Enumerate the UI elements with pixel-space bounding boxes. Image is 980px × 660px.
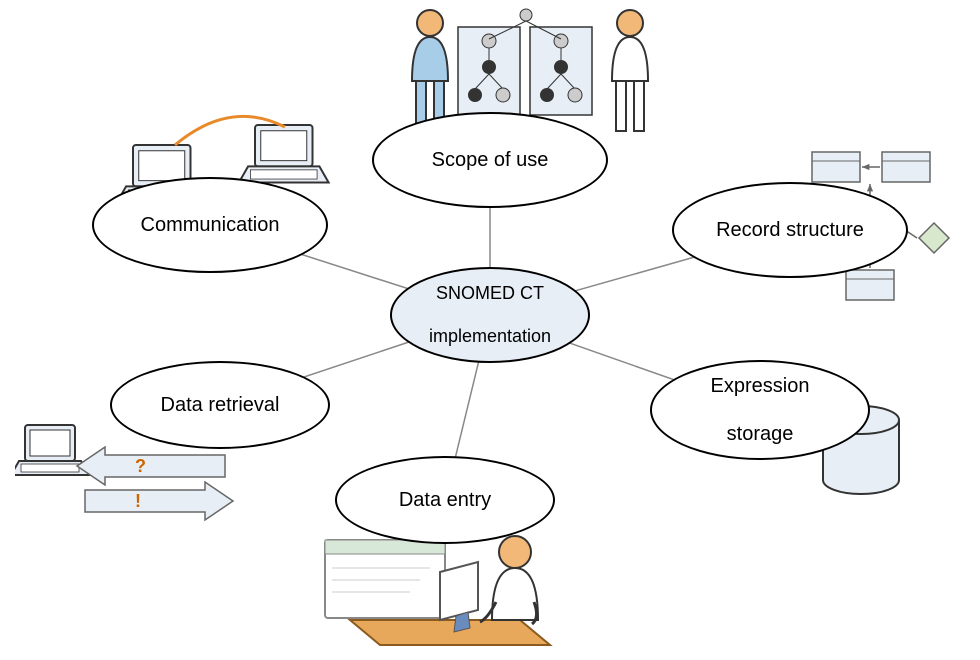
node-comm-label: Communication [141,213,280,237]
node-comm: Communication [92,177,328,273]
node-storage: Expressionstorage [650,360,870,460]
svg-text:!: ! [135,491,141,511]
node-storage-label: Expressionstorage [711,374,810,446]
node-entry: Data entry [335,456,555,544]
node-scope-label: Scope of use [432,148,549,172]
center-node: SNOMED CT implementation [390,267,590,363]
svg-text:?: ? [135,456,146,476]
node-retrieval: Data retrieval [110,361,330,449]
center-label-2: implementation [429,326,551,348]
node-record-label: Record structure [716,218,864,242]
node-entry-label: Data entry [399,488,491,512]
center-label-1: SNOMED CT [429,283,551,305]
node-record: Record structure [672,182,908,278]
node-scope: Scope of use [372,112,608,208]
node-retrieval-label: Data retrieval [161,393,280,417]
